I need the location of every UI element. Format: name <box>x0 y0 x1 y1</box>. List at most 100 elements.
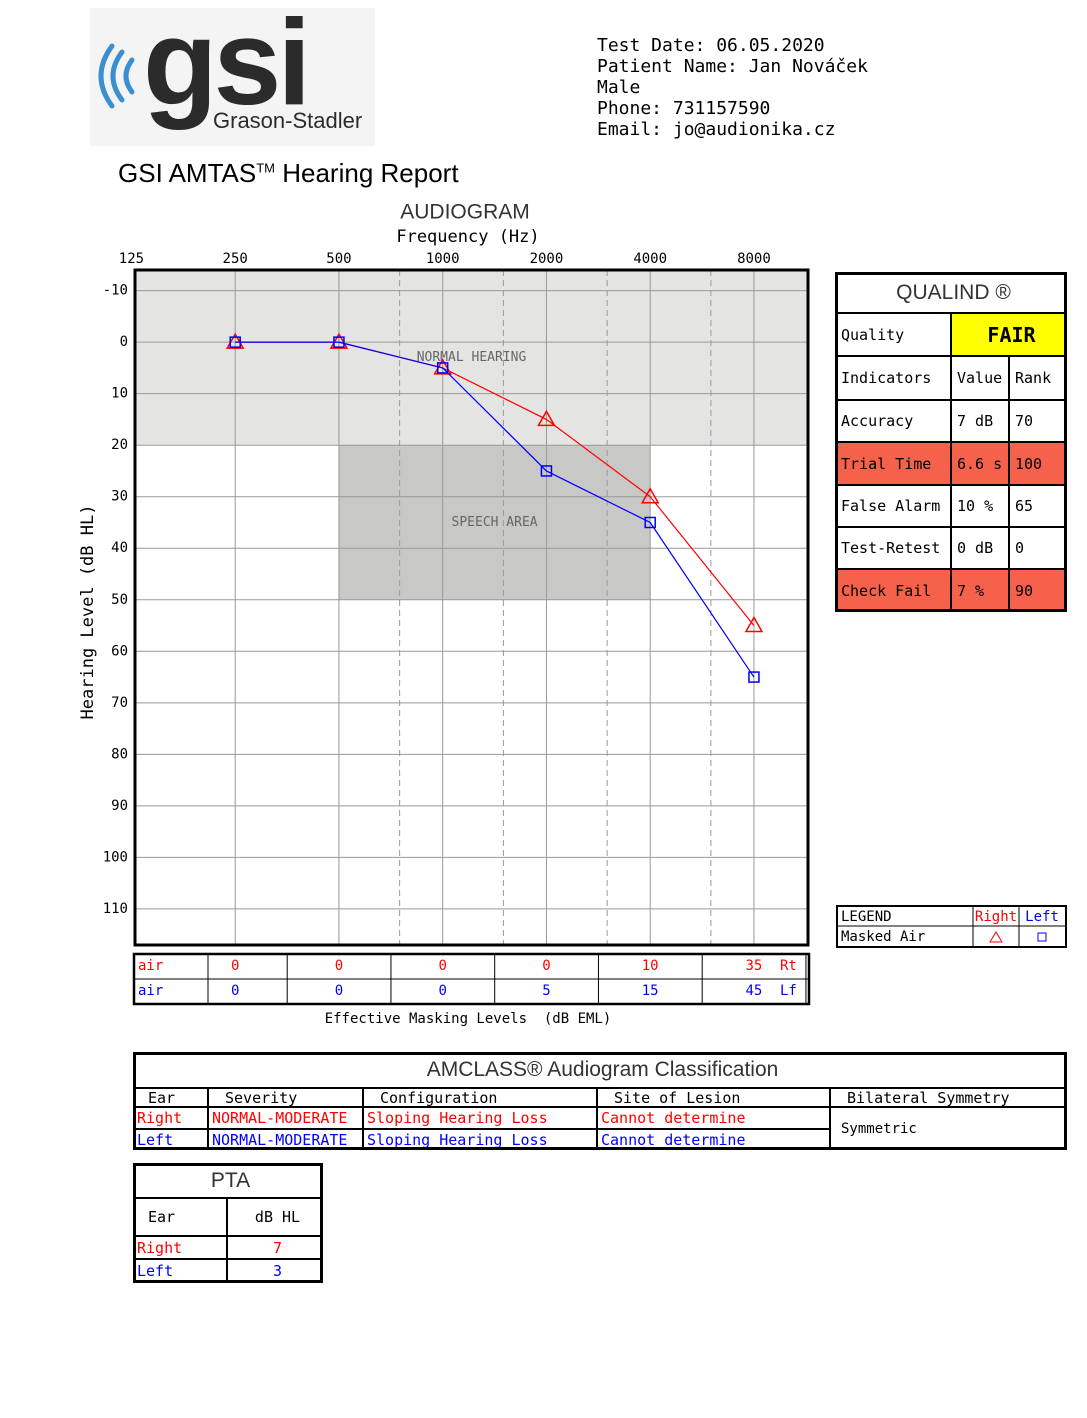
y-axis-label: Hearing Level (dB HL) <box>78 505 98 720</box>
masking-value: 0 <box>438 983 446 999</box>
legend-marker <box>1037 932 1047 942</box>
amclass-header: Severity <box>208 1088 363 1107</box>
marker <box>229 336 241 348</box>
y-tick-label: 30 <box>111 489 128 505</box>
marker <box>540 465 553 477</box>
info-line: Email: jo@audionika.cz <box>597 119 836 140</box>
y-tick-label: -10 <box>103 283 128 299</box>
qualind-header: Value <box>951 356 1009 400</box>
indicator-value: 10 % <box>951 485 1009 527</box>
y-tick-label: 80 <box>111 746 128 762</box>
amclass-header: Site of Lesion <box>597 1088 830 1107</box>
x-tick-label: 250 <box>223 251 248 267</box>
table-frame <box>133 1052 1067 1150</box>
y-tick-label: 110 <box>103 901 128 917</box>
indicator: Trial Time <box>835 442 951 485</box>
region <box>135 270 808 446</box>
report-graphics: gsi Grason-Stadler AUDIOGRAM Frequency (… <box>78 0 1067 1027</box>
legend-entry: Left <box>1025 909 1059 925</box>
logo: gsi <box>143 0 307 130</box>
masking-value: 0 <box>542 958 550 974</box>
marker <box>744 616 764 633</box>
masking-label: Effective Masking Levels (dB EML) <box>325 1011 612 1027</box>
logo-subtitle: Grason-Stadler <box>213 108 362 133</box>
patient-info: Test Date: 06.05.2020 Patient Name: Jan N… <box>597 35 868 140</box>
logo-bg <box>90 8 375 146</box>
quality-value: FAIR <box>951 313 1067 356</box>
marker <box>640 487 660 504</box>
y-tick-label: 90 <box>111 798 128 814</box>
x-axis-label: Frequency (Hz) <box>396 227 539 247</box>
indicator-rank: 90 <box>1009 569 1067 612</box>
marker <box>436 362 449 374</box>
indicator-value: 7 dB <box>951 400 1009 442</box>
masking-value: 0 <box>335 958 343 974</box>
legend-entry: Right <box>975 909 1017 925</box>
masking-type: air <box>138 958 163 974</box>
x-tick-label: 500 <box>326 251 351 267</box>
masking-value: 45 <box>746 983 763 999</box>
info-line: Test Date: 06.05.2020 <box>597 35 825 56</box>
region-label: NORMAL HEARING <box>417 350 527 365</box>
table-frame <box>133 1163 323 1283</box>
x-tick-label: 4000 <box>633 251 667 267</box>
y-tick-label: 60 <box>111 643 128 659</box>
chart-title: AUDIOGRAM <box>400 201 530 224</box>
x-tick-label: 125 <box>119 251 144 267</box>
masking-value: 0 <box>335 983 343 999</box>
masking-value: 35 <box>746 958 763 974</box>
indicator-rank: 65 <box>1009 485 1067 527</box>
indicator: Check Fail <box>835 569 951 612</box>
y-tick-label: 100 <box>103 849 128 865</box>
amclass-cell: Cannot determine <box>597 1107 830 1129</box>
table-frame <box>835 272 1067 612</box>
masking-ear: Rt <box>780 958 797 974</box>
amclass-header: Configuration <box>363 1088 597 1107</box>
marker <box>329 332 349 349</box>
indicator: False Alarm <box>835 485 951 527</box>
y-tick-label: 0 <box>120 334 128 350</box>
masking-value: 0 <box>231 958 239 974</box>
info-line: Phone: 731157590 <box>597 98 771 119</box>
info-line: Patient Name: Jan Nováček <box>597 56 868 77</box>
title: GSI AMTAS <box>118 158 257 188</box>
title-mark: TM <box>256 160 275 176</box>
title-rest: Hearing Report <box>282 158 459 188</box>
x-tick-label: 8000 <box>737 251 771 267</box>
marker <box>333 336 345 348</box>
legend-title: LEGEND <box>841 909 892 925</box>
legend-marker <box>989 931 1003 943</box>
y-tick-label: 10 <box>111 386 128 402</box>
legend-row: Masked Air <box>841 929 925 945</box>
plot-border <box>133 268 810 947</box>
masking-value: 10 <box>642 958 659 974</box>
logo-waves <box>98 43 135 109</box>
y-tick-label: 50 <box>111 592 128 608</box>
masking-value: 5 <box>542 983 550 999</box>
marker <box>537 409 556 427</box>
marker <box>644 516 656 529</box>
indicator-value: 6.6 s <box>951 442 1009 485</box>
marker <box>225 332 245 349</box>
info-line: Male <box>597 77 641 98</box>
x-tick-label: 1000 <box>426 251 460 267</box>
indicator: Accuracy <box>835 400 951 442</box>
indicator-value: 0 dB <box>951 527 1009 569</box>
region-label: SPEECH AREA <box>452 515 538 530</box>
marker <box>748 671 760 683</box>
masking-ear: Lf <box>780 983 797 999</box>
y-tick-label: 20 <box>111 437 128 453</box>
y-tick-label: 40 <box>111 540 128 556</box>
region <box>338 445 651 600</box>
masking-value: 0 <box>231 983 239 999</box>
indicator-rank: 70 <box>1009 400 1067 442</box>
indicator: Test-Retest <box>835 527 951 569</box>
series-line <box>235 341 755 678</box>
report-title: GSI AMTASTM Hearing Report <box>118 158 459 189</box>
amclass-cell: Sloping Hearing Loss <box>363 1107 597 1129</box>
masking-type: air <box>138 983 163 999</box>
indicator-rank: 100 <box>1009 442 1067 485</box>
masking-value: 15 <box>642 983 659 999</box>
y-tick-label: 70 <box>111 695 128 711</box>
